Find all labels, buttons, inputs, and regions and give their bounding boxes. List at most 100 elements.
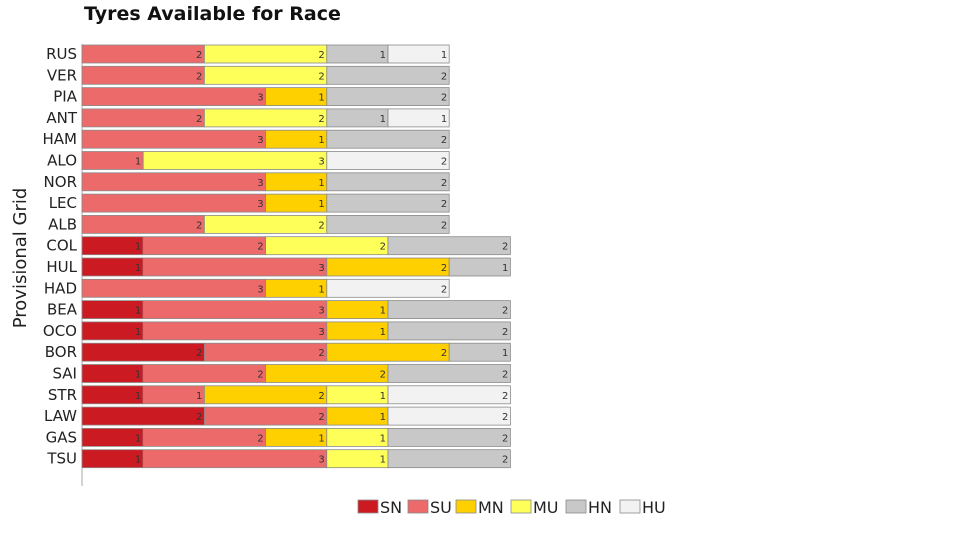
data-label: 3 <box>318 327 324 338</box>
data-label: 1 <box>135 391 141 402</box>
bar-segment-hn-alb <box>326 214 450 234</box>
data-label: 2 <box>318 348 324 359</box>
y-tick-label: ALB <box>48 215 77 233</box>
data-label: 1 <box>135 306 141 317</box>
y-tick-label: BEA <box>47 301 78 319</box>
y-tick-label: ANT <box>46 109 77 127</box>
data-label: 2 <box>502 412 508 423</box>
data-label: 2 <box>318 391 324 402</box>
data-label: 1 <box>380 412 386 423</box>
y-tick-label: LEC <box>49 194 77 212</box>
data-label: 1 <box>135 370 141 381</box>
data-label: 2 <box>502 391 508 402</box>
bar-segment-su-ver <box>81 65 205 85</box>
data-label: 2 <box>441 348 447 359</box>
data-label: 2 <box>318 412 324 423</box>
data-label: 1 <box>196 391 202 402</box>
bar-segment-hn-lec <box>326 193 450 213</box>
bar-segment-su-lec <box>81 193 267 213</box>
data-label: 2 <box>502 306 508 317</box>
data-label: 2 <box>318 114 324 125</box>
data-label: 1 <box>380 391 386 402</box>
data-label: 2 <box>502 327 508 338</box>
data-label: 1 <box>380 114 386 125</box>
data-label: 3 <box>318 306 324 317</box>
data-label: 2 <box>441 135 447 146</box>
data-label: 2 <box>196 71 202 82</box>
legend: SN SU MN MU HN HU <box>357 498 666 517</box>
data-label: 1 <box>441 114 447 125</box>
bar-segment-hn-pia <box>326 87 450 106</box>
legend-label-sn: SN <box>380 498 402 517</box>
bar-segment-su-ham <box>81 129 267 149</box>
data-label: 1 <box>135 433 141 444</box>
legend-label-hu: HU <box>642 498 666 517</box>
legend-swatch-su <box>407 499 429 514</box>
bar-segment-mu-alo <box>142 151 328 170</box>
data-label: 2 <box>257 433 263 444</box>
data-label: 1 <box>318 284 324 295</box>
data-label: 1 <box>380 433 386 444</box>
bar-segment-su-hul <box>142 257 328 277</box>
bar-segment-hu-str <box>387 385 511 405</box>
data-label: 2 <box>502 433 508 444</box>
data-label: 2 <box>441 93 447 104</box>
data-label: 3 <box>257 135 263 146</box>
bar-segment-su-oco <box>142 321 328 341</box>
data-label: 1 <box>318 433 324 444</box>
data-label: 1 <box>318 178 324 189</box>
bar-segment-su-pia <box>81 87 267 106</box>
bar-segment-hn-ver <box>326 65 450 85</box>
bar-segment-su-nor <box>81 172 267 192</box>
data-label: 2 <box>441 178 447 189</box>
data-label: 2 <box>441 199 447 210</box>
data-label: 3 <box>318 157 324 168</box>
data-label: 1 <box>502 263 508 274</box>
bar-segment-hu-ant <box>387 108 450 128</box>
bar-segment-hn-ham <box>326 129 450 149</box>
y-tick-label: SAI <box>53 365 78 383</box>
bar-segment-hn-tsu <box>387 449 511 469</box>
bar-segment-hn-col <box>387 236 511 256</box>
data-label: 2 <box>257 242 263 253</box>
bar-segment-mu-col <box>265 236 389 256</box>
legend-swatch-mu <box>510 499 532 514</box>
data-label: 1 <box>502 348 508 359</box>
bars-group: 2 2 1 1 2 2 2 3 1 2 2 2 1 1 3 1 2 1 3 2 3 1 2 3 1 2 2 2 2 1 2 2 2 1 3 2 1 3 1 2… <box>81 44 511 469</box>
y-tick-labels: RUS VER PIA ANT HAM ALO NOR LEC ALB COL HUL HAD BEA O… <box>43 45 78 468</box>
bar-segment-hu-law <box>387 406 511 426</box>
bar-segment-hu-rus <box>387 44 450 64</box>
bar-segment-su-ant <box>81 108 205 128</box>
data-label: 1 <box>135 327 141 338</box>
bar-segment-hu-had <box>326 278 450 298</box>
bar-segment-su-law <box>203 406 328 426</box>
bar-segment-mn-hul <box>326 257 450 277</box>
y-tick-label: LAW <box>44 407 77 425</box>
data-label: 1 <box>135 157 141 168</box>
bar-segment-hn-gas <box>387 427 511 447</box>
data-label: 2 <box>318 71 324 82</box>
data-label: 2 <box>502 242 508 253</box>
data-label: 3 <box>318 455 324 466</box>
y-tick-label: HUL <box>46 258 77 276</box>
y-tick-label: VER <box>47 66 77 84</box>
data-label: 1 <box>441 50 447 61</box>
data-label: 2 <box>380 242 386 253</box>
data-label: 3 <box>318 263 324 274</box>
legend-swatch-sn <box>357 499 379 514</box>
data-label: 1 <box>135 263 141 274</box>
data-label: 3 <box>257 93 263 104</box>
data-label: 2 <box>441 157 447 168</box>
data-label: 2 <box>502 455 508 466</box>
data-label: 2 <box>196 220 202 231</box>
legend-label-mu: MU <box>533 498 559 517</box>
bar-segment-mn-sai <box>265 364 389 383</box>
y-tick-label: STR <box>48 386 77 404</box>
y-tick-label: PIA <box>53 88 77 106</box>
bar-segment-su-bor <box>203 342 328 362</box>
data-label: 3 <box>257 199 263 210</box>
data-label: 2 <box>380 370 386 381</box>
data-label: 1 <box>318 199 324 210</box>
y-tick-label: TSU <box>46 450 77 468</box>
